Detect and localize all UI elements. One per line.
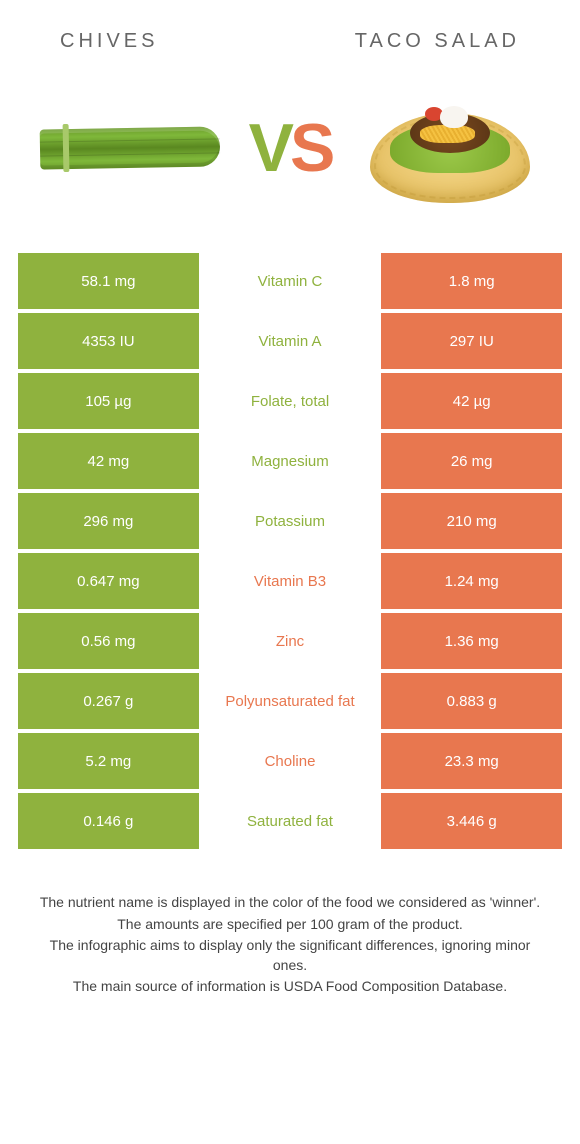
nutrient-label: Zinc — [200, 613, 381, 669]
table-row: 42 mgMagnesium26 mg — [18, 433, 562, 489]
value-left: 0.146 g — [18, 793, 200, 849]
taco-salad-image — [355, 78, 545, 218]
chives-image — [35, 78, 225, 218]
value-left: 296 mg — [18, 493, 200, 549]
table-row: 0.267 gPolyunsaturated fat0.883 g — [18, 673, 562, 729]
value-right: 42 µg — [380, 373, 562, 429]
nutrient-label: Vitamin C — [200, 253, 381, 309]
nutrient-label: Saturated fat — [200, 793, 381, 849]
vs-v: V — [249, 109, 290, 187]
footer-line: The main source of information is USDA F… — [35, 977, 545, 997]
value-right: 1.36 mg — [380, 613, 562, 669]
value-right: 1.24 mg — [380, 553, 562, 609]
comparison-table: 58.1 mgVitamin C1.8 mg4353 IUVitamin A29… — [0, 253, 580, 849]
nutrient-label: Polyunsaturated fat — [200, 673, 381, 729]
value-left: 42 mg — [18, 433, 200, 489]
table-row: 0.56 mgZinc1.36 mg — [18, 613, 562, 669]
footer-notes: The nutrient name is displayed in the co… — [0, 853, 580, 997]
value-right: 3.446 g — [380, 793, 562, 849]
header-row: CHIVES TACO SALAD — [0, 0, 580, 63]
value-left: 0.267 g — [18, 673, 200, 729]
nutrient-label: Potassium — [200, 493, 381, 549]
vs-s: S — [290, 109, 331, 187]
value-left: 105 µg — [18, 373, 200, 429]
table-row: 58.1 mgVitamin C1.8 mg — [18, 253, 562, 309]
value-left: 0.647 mg — [18, 553, 200, 609]
value-left: 4353 IU — [18, 313, 200, 369]
value-right: 0.883 g — [380, 673, 562, 729]
hero-row: VS — [0, 63, 580, 253]
value-left: 58.1 mg — [18, 253, 200, 309]
value-right: 26 mg — [380, 433, 562, 489]
title-left: CHIVES — [60, 30, 158, 53]
table-row: 0.647 mgVitamin B31.24 mg — [18, 553, 562, 609]
table-row: 5.2 mgCholine23.3 mg — [18, 733, 562, 789]
value-right: 210 mg — [380, 493, 562, 549]
nutrient-label: Vitamin B3 — [200, 553, 381, 609]
footer-line: The infographic aims to display only the… — [35, 936, 545, 975]
title-right: TACO SALAD — [355, 30, 520, 53]
table-row: 0.146 gSaturated fat3.446 g — [18, 793, 562, 849]
nutrient-label: Choline — [200, 733, 381, 789]
nutrient-label: Magnesium — [200, 433, 381, 489]
table-row: 296 mgPotassium210 mg — [18, 493, 562, 549]
table-row: 105 µgFolate, total42 µg — [18, 373, 562, 429]
value-right: 1.8 mg — [380, 253, 562, 309]
value-right: 23.3 mg — [380, 733, 562, 789]
value-right: 297 IU — [380, 313, 562, 369]
footer-line: The amounts are specified per 100 gram o… — [35, 915, 545, 935]
nutrient-label: Vitamin A — [200, 313, 381, 369]
value-left: 0.56 mg — [18, 613, 200, 669]
vs-label: VS — [249, 109, 332, 187]
table-row: 4353 IUVitamin A297 IU — [18, 313, 562, 369]
value-left: 5.2 mg — [18, 733, 200, 789]
footer-line: The nutrient name is displayed in the co… — [35, 893, 545, 913]
nutrient-label: Folate, total — [200, 373, 381, 429]
